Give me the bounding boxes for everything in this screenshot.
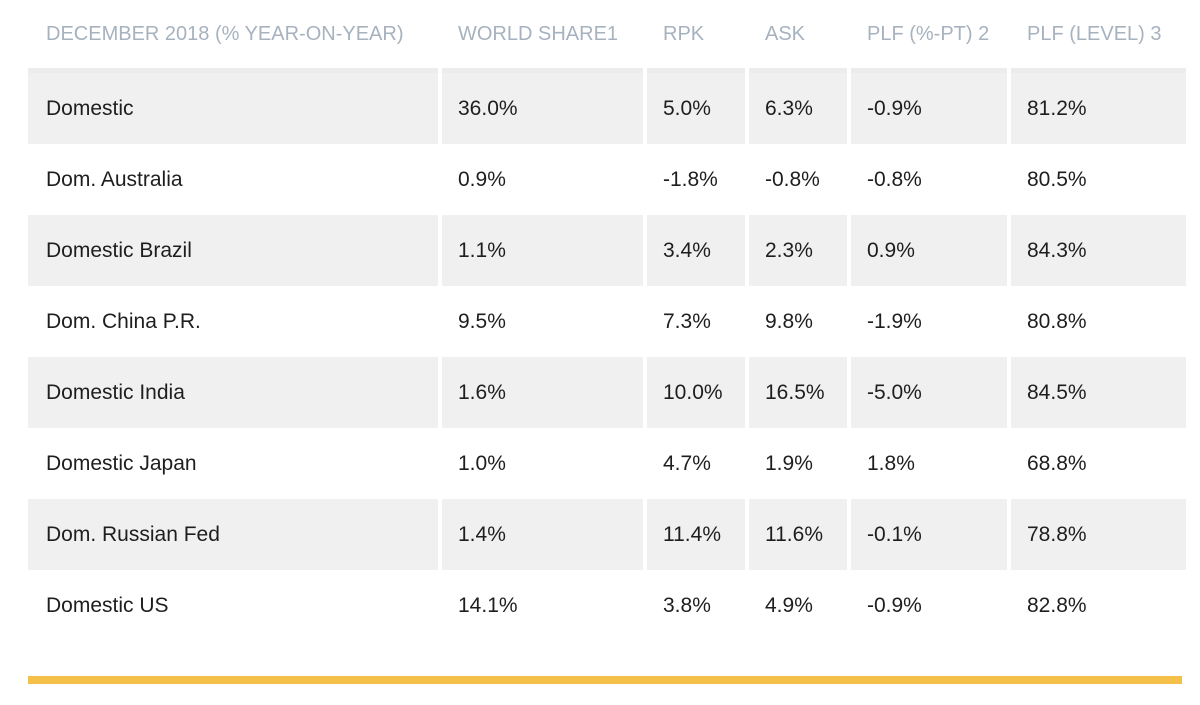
row-market-cell: Domestic US xyxy=(28,570,438,641)
plf-pt-cell: -0.9% xyxy=(851,570,1007,641)
table-row: Domestic US 14.1% 3.8% 4.9% -0.9% 82.8% xyxy=(28,570,1186,641)
column-header-plf-pt: PLF (%-PT) 2 xyxy=(851,0,1007,73)
plf-level-cell: 82.8% xyxy=(1011,570,1186,641)
plf-pt-cell: 1.8% xyxy=(851,428,1007,499)
plf-pt-cell: -5.0% xyxy=(851,357,1007,428)
table-row: Domestic Japan 1.0% 4.7% 1.9% 1.8% 68.8% xyxy=(28,428,1186,499)
rpk-cell: 4.7% xyxy=(647,428,745,499)
plf-pt-cell: -0.1% xyxy=(851,499,1007,570)
rpk-cell: 3.4% xyxy=(647,215,745,286)
plf-pt-cell: 0.9% xyxy=(851,215,1007,286)
table-row: Dom. Australia 0.9% -1.8% -0.8% -0.8% 80… xyxy=(28,144,1186,215)
column-header-rpk: RPK xyxy=(647,0,745,73)
plf-level-cell: 84.5% xyxy=(1011,357,1186,428)
plf-pt-cell: -1.9% xyxy=(851,286,1007,357)
world-share-cell: 1.0% xyxy=(442,428,643,499)
data-table-container: DECEMBER 2018 (% YEAR-ON-YEAR) WORLD SHA… xyxy=(28,0,1186,641)
table-row: Domestic 36.0% 5.0% 6.3% -0.9% 81.2% xyxy=(28,73,1186,144)
plf-level-cell: 68.8% xyxy=(1011,428,1186,499)
world-share-cell: 36.0% xyxy=(442,73,643,144)
table-row: Dom. Russian Fed 1.4% 11.4% 11.6% -0.1% … xyxy=(28,499,1186,570)
rpk-cell: 3.8% xyxy=(647,570,745,641)
world-share-cell: 1.4% xyxy=(442,499,643,570)
table-row: Domestic India 1.6% 10.0% 16.5% -5.0% 84… xyxy=(28,357,1186,428)
world-share-cell: 1.1% xyxy=(442,215,643,286)
rpk-cell: 7.3% xyxy=(647,286,745,357)
ask-cell: 4.9% xyxy=(749,570,847,641)
ask-cell: 9.8% xyxy=(749,286,847,357)
plf-level-cell: 84.3% xyxy=(1011,215,1186,286)
column-header-ask: ASK xyxy=(749,0,847,73)
column-header-period: DECEMBER 2018 (% YEAR-ON-YEAR) xyxy=(28,0,438,73)
domestic-traffic-table: DECEMBER 2018 (% YEAR-ON-YEAR) WORLD SHA… xyxy=(24,0,1190,641)
ask-cell: 16.5% xyxy=(749,357,847,428)
column-header-world-share: WORLD SHARE1 xyxy=(442,0,643,73)
header-row: DECEMBER 2018 (% YEAR-ON-YEAR) WORLD SHA… xyxy=(28,0,1186,73)
table-row: Dom. China P.R. 9.5% 7.3% 9.8% -1.9% 80.… xyxy=(28,286,1186,357)
row-market-cell: Domestic xyxy=(28,73,438,144)
row-market-cell: Dom. China P.R. xyxy=(28,286,438,357)
ask-cell: 11.6% xyxy=(749,499,847,570)
ask-cell: 6.3% xyxy=(749,73,847,144)
world-share-cell: 1.6% xyxy=(442,357,643,428)
plf-level-cell: 80.8% xyxy=(1011,286,1186,357)
world-share-cell: 9.5% xyxy=(442,286,643,357)
rpk-cell: 5.0% xyxy=(647,73,745,144)
plf-pt-cell: -0.8% xyxy=(851,144,1007,215)
row-market-cell: Domestic India xyxy=(28,357,438,428)
accent-divider-bar xyxy=(28,676,1182,684)
world-share-cell: 14.1% xyxy=(442,570,643,641)
ask-cell: 2.3% xyxy=(749,215,847,286)
column-header-plf-level: PLF (LEVEL) 3 xyxy=(1011,0,1186,73)
plf-level-cell: 81.2% xyxy=(1011,73,1186,144)
plf-level-cell: 80.5% xyxy=(1011,144,1186,215)
table-row: Domestic Brazil 1.1% 3.4% 2.3% 0.9% 84.3… xyxy=(28,215,1186,286)
ask-cell: -0.8% xyxy=(749,144,847,215)
rpk-cell: 11.4% xyxy=(647,499,745,570)
row-market-cell: Domestic Brazil xyxy=(28,215,438,286)
rpk-cell: -1.8% xyxy=(647,144,745,215)
row-market-cell: Dom. Russian Fed xyxy=(28,499,438,570)
ask-cell: 1.9% xyxy=(749,428,847,499)
row-market-cell: Dom. Australia xyxy=(28,144,438,215)
plf-level-cell: 78.8% xyxy=(1011,499,1186,570)
rpk-cell: 10.0% xyxy=(647,357,745,428)
plf-pt-cell: -0.9% xyxy=(851,73,1007,144)
row-market-cell: Domestic Japan xyxy=(28,428,438,499)
world-share-cell: 0.9% xyxy=(442,144,643,215)
